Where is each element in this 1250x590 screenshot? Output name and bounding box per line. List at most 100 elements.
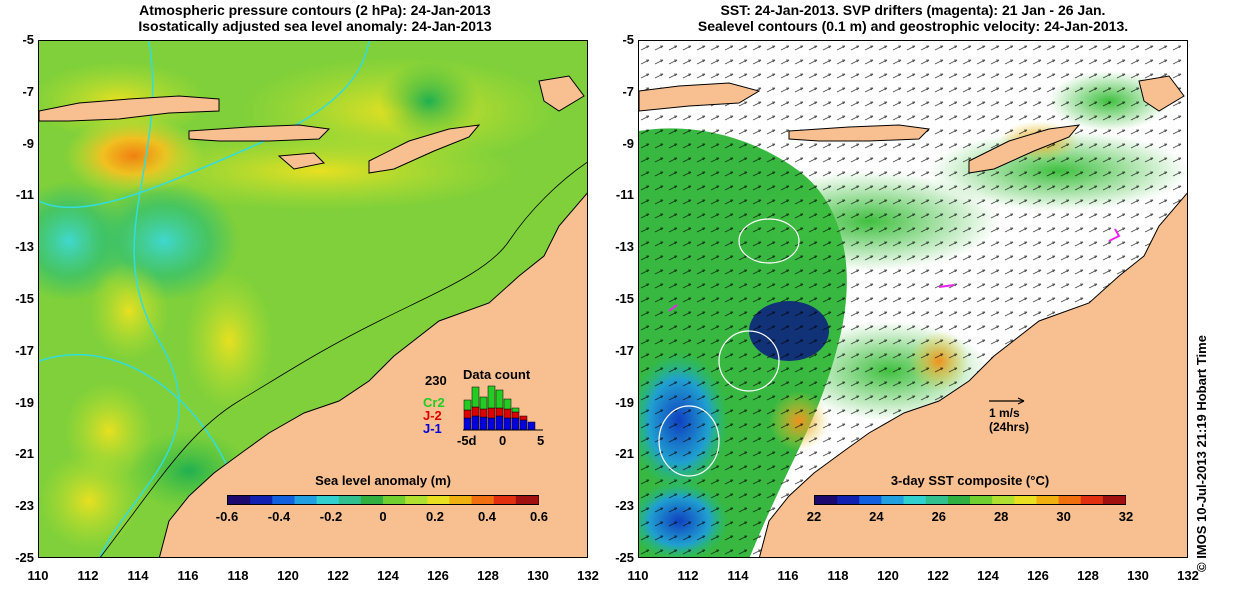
data-count-title: Data count bbox=[463, 367, 531, 382]
colorbar-swatch bbox=[316, 496, 340, 504]
x-tick-label-right: 116 bbox=[777, 568, 799, 583]
histogram-bar bbox=[487, 407, 496, 419]
histogram-bar bbox=[463, 399, 472, 411]
tanimbar-islands bbox=[538, 75, 585, 112]
colorbar-tick-label: 28 bbox=[993, 509, 1009, 524]
histogram-bar bbox=[495, 389, 504, 409]
histogram-bar bbox=[471, 415, 480, 431]
colorbar-swatch bbox=[1014, 496, 1037, 504]
colorbar-swatch bbox=[250, 496, 273, 504]
pressure-contour-2 bbox=[39, 41, 370, 209]
y-tick-label-left: -11 bbox=[15, 187, 34, 203]
colorbar-tick-label: 32 bbox=[1118, 509, 1134, 524]
histogram-bar bbox=[503, 417, 512, 431]
y-tick-label-right: -13 bbox=[615, 239, 634, 255]
x-tick-label-left: 122 bbox=[327, 568, 349, 583]
y-tick-label-right: -5 bbox=[622, 32, 634, 47]
lesser-sunda-islands bbox=[39, 95, 220, 122]
y-tick-label-left: -17 bbox=[15, 342, 34, 358]
sealevel-contour-eddy-1 bbox=[738, 218, 800, 264]
colorbar-swatch bbox=[493, 496, 517, 504]
x-tick-label-left: 128 bbox=[477, 568, 499, 583]
x-tick-label-left: 124 bbox=[377, 568, 399, 583]
colorbar-swatch bbox=[881, 496, 905, 504]
y-tick-label-right: -17 bbox=[615, 342, 634, 358]
x-tick-label-right: 132 bbox=[1177, 568, 1199, 583]
colorbar-tick-label: 0.2 bbox=[425, 509, 445, 524]
x-tick-label-right: 120 bbox=[877, 568, 899, 583]
histogram-bar bbox=[463, 417, 472, 431]
histogram-bar bbox=[511, 411, 520, 419]
colorbar-swatch bbox=[903, 496, 927, 504]
northern-australia-land bbox=[159, 192, 587, 557]
y-tick-label-left: -23 bbox=[15, 498, 34, 514]
colorbar-swatch bbox=[992, 496, 1015, 504]
colorbar-tick-label: -0.4 bbox=[267, 509, 291, 524]
anomaly-high-south4 bbox=[39, 451, 139, 551]
histogram-bar bbox=[479, 416, 488, 431]
y-tick-label-left: -19 bbox=[15, 394, 34, 410]
x-tick-label-left: 130 bbox=[527, 568, 549, 583]
colorbar-swatch bbox=[947, 496, 971, 504]
histogram-bar bbox=[463, 409, 472, 419]
svp-drifter-track-2 bbox=[938, 284, 955, 288]
mission-label-cr2: Cr2 bbox=[423, 395, 445, 410]
svp-drifter-track-1 bbox=[1108, 228, 1121, 242]
x-tick-label-right: 130 bbox=[1127, 568, 1149, 583]
sst-colorbar bbox=[814, 495, 1126, 505]
right-title-line1: SST: 24-Jan-2013. SVP drifters (magenta)… bbox=[720, 2, 1106, 18]
colorbar-tick-label: 26 bbox=[931, 509, 947, 524]
histogram-bar bbox=[503, 398, 512, 410]
sla-colorbar-title: Sea level anomaly (m) bbox=[315, 473, 451, 488]
histogram-bar bbox=[471, 406, 480, 417]
x-tick-label-left: 112 bbox=[77, 568, 99, 583]
y-tick-label-right: -7 bbox=[622, 83, 634, 99]
timor-island bbox=[368, 124, 481, 174]
x-tick-label-left: 114 bbox=[127, 568, 149, 583]
y-tick-label-right: -15 bbox=[615, 291, 634, 306]
histogram-bar bbox=[479, 408, 488, 418]
x-tick-label-left: 118 bbox=[227, 568, 249, 583]
histogram-bar bbox=[527, 421, 536, 431]
histogram-bar bbox=[519, 419, 528, 431]
sealevel-contour-eddy-2 bbox=[718, 330, 780, 392]
histogram-bar bbox=[511, 407, 520, 413]
sla-colorbar bbox=[227, 495, 539, 505]
y-tick-label-right: -25 bbox=[615, 550, 634, 565]
x-tick-label-right: 114 bbox=[727, 568, 749, 583]
x-tick-label-right: 112 bbox=[677, 568, 699, 583]
velocity-scale-sublabel: (24hrs) bbox=[989, 420, 1030, 434]
y-tick-label-right: -23 bbox=[615, 498, 634, 514]
northern-australia-land-sst bbox=[759, 192, 1187, 557]
y-tick-label-left: -5 bbox=[22, 32, 34, 47]
colorbar-swatch bbox=[859, 496, 882, 504]
flores-island-sst bbox=[788, 124, 931, 142]
anomaly-high-south2 bbox=[184, 271, 274, 411]
colorbar-swatch bbox=[1058, 496, 1082, 504]
data-count-histogram bbox=[463, 385, 543, 431]
colorbar-swatch bbox=[970, 496, 993, 504]
mission-label-j2: J-2 bbox=[423, 408, 442, 423]
anomaly-high-south1 bbox=[89, 261, 169, 361]
colorbar-swatch bbox=[427, 496, 450, 504]
y-tick-label-left: -25 bbox=[15, 550, 34, 565]
anomaly-low-north bbox=[379, 61, 479, 141]
colorbar-swatch bbox=[360, 496, 384, 504]
colorbar-tick-label: 0 bbox=[379, 509, 387, 524]
y-tick-label-left: -21 bbox=[15, 446, 34, 462]
sst-map: 1 m/s (24hrs) 3-day SST composite (°C) 2… bbox=[638, 40, 1188, 558]
x-tick-label-left: 110 bbox=[27, 568, 49, 583]
data-count-xlabel-start: -5d bbox=[457, 433, 477, 448]
imos-credit: © IMOS 10-Jul-2013 21:19 Hobart Time bbox=[1194, 335, 1209, 572]
histogram-bar bbox=[511, 417, 520, 431]
colorbar-tick-label: -0.2 bbox=[319, 509, 343, 524]
sst-colorbar-title: 3-day SST composite (°C) bbox=[890, 473, 1050, 488]
flores-island bbox=[188, 124, 331, 142]
x-tick-label-right: 124 bbox=[977, 568, 999, 583]
y-tick-label-right: -19 bbox=[615, 394, 634, 410]
histogram-bar bbox=[471, 386, 480, 408]
svp-drifter-track-3 bbox=[668, 304, 678, 312]
colorbar-swatch bbox=[815, 496, 838, 504]
colorbar-tick-label: 30 bbox=[1056, 509, 1071, 524]
colorbar-tick-label: 22 bbox=[806, 509, 822, 524]
